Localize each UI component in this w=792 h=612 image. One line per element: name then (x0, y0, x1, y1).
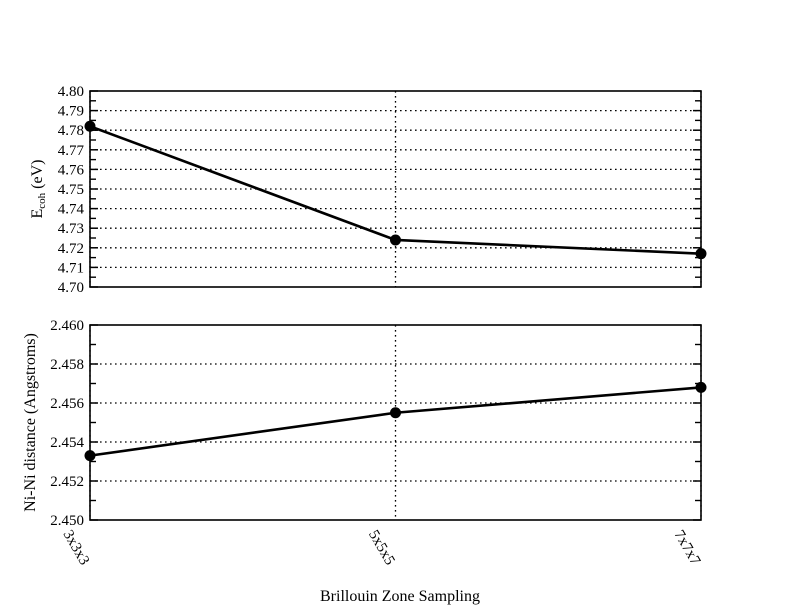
x-axis-title: Brillouin Zone Sampling (320, 588, 480, 605)
y-tick-label: 2.450 (50, 513, 84, 529)
plot-frame (89, 324, 702, 521)
y-tick-label: 2.454 (50, 435, 84, 451)
x-tick-label: 5x5x5 (365, 528, 398, 568)
x-tick-label: 7x7x7 (671, 528, 704, 569)
y-tick-label: 4.70 (58, 280, 84, 296)
y-tick-label: 2.458 (50, 357, 84, 373)
data-point-ni-ni-distance (695, 381, 707, 393)
data-point-ni-ni-distance (84, 450, 96, 462)
y-tick-label: 4.72 (58, 241, 84, 257)
y-tick-label: 4.80 (58, 84, 84, 100)
y-tick-label: 4.79 (58, 104, 84, 120)
data-point-cohesive-energy (390, 234, 401, 246)
y-tick-label: 2.452 (50, 474, 84, 490)
y-tick-label: 4.74 (58, 202, 85, 218)
y-axis-title: Ni-Ni distance (Angstroms) (22, 333, 39, 512)
y-tick-label: 2.456 (50, 396, 84, 412)
x-tick-label: 3x3x3 (60, 528, 93, 568)
y-tick-label: 4.73 (58, 221, 84, 237)
y-tick-label: 2.460 (50, 318, 84, 334)
y-axis-title: Ecoh (eV) (29, 160, 48, 219)
y-tick-label: 4.76 (58, 162, 85, 178)
y-tick-label: 4.71 (58, 260, 84, 276)
data-point-cohesive-energy (695, 248, 707, 260)
plot-frame (89, 90, 702, 288)
y-tick-label: 4.77 (58, 143, 85, 159)
y-tick-label: 4.78 (58, 123, 84, 139)
data-point-cohesive-energy (84, 120, 96, 132)
data-point-ni-ni-distance (390, 407, 401, 419)
y-tick-label: 4.75 (58, 182, 84, 198)
